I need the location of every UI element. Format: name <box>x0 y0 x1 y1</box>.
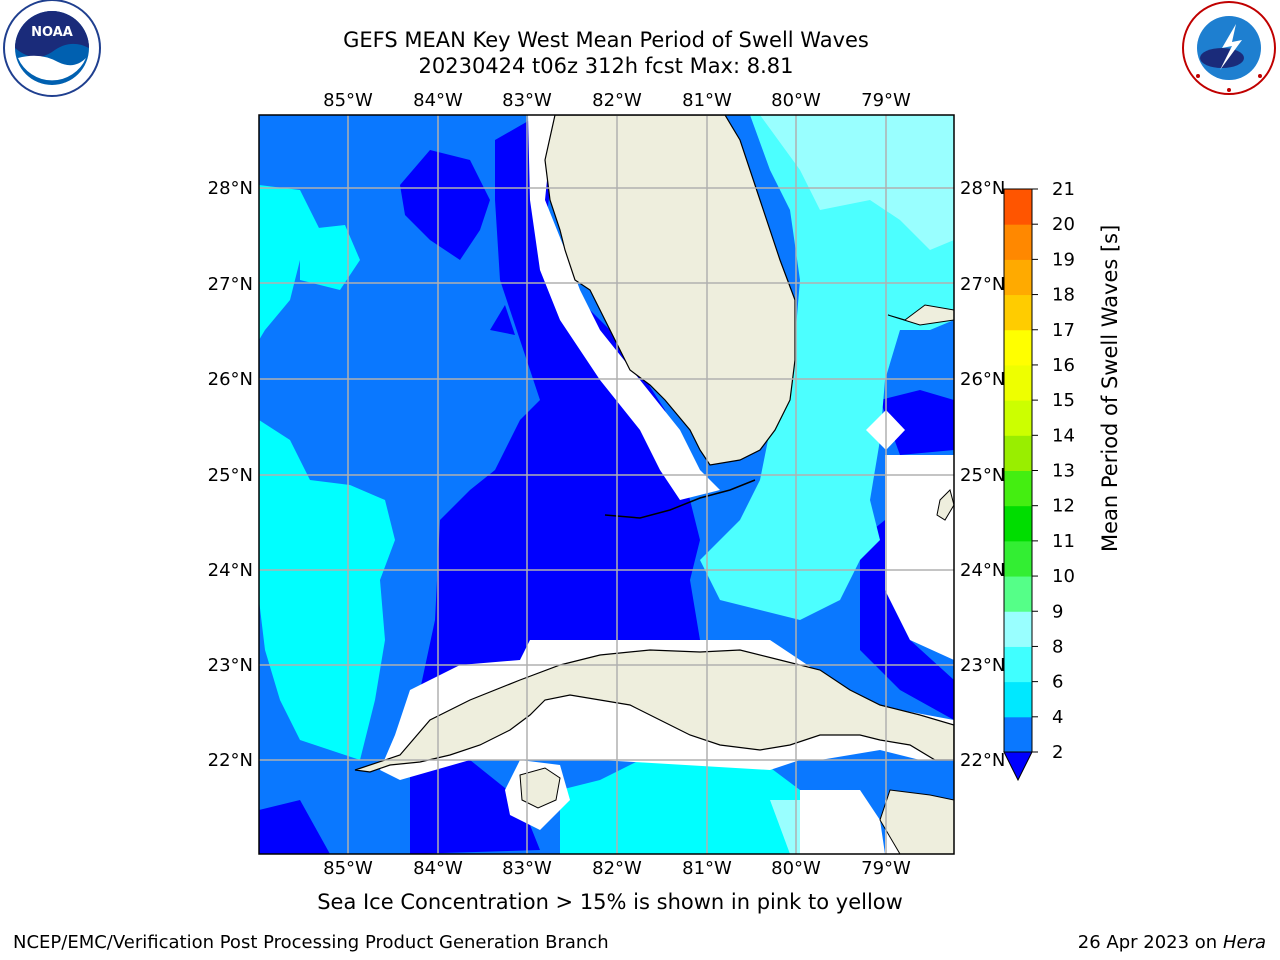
colorbar: 2 4 6 8 9 10 11 12 13 14 15 16 17 18 19 20 21 <box>1003 179 1075 782</box>
colorbar-segment <box>1004 646 1032 683</box>
land-andros <box>936 489 954 521</box>
colorbar-tick-label: 19 <box>1052 249 1075 270</box>
lon-label-bottom: 83°W <box>502 858 552 879</box>
swell-cyan-west <box>259 185 320 340</box>
colorbar-tick-label: 15 <box>1052 390 1075 411</box>
colorbar-tick-label: 13 <box>1052 461 1075 482</box>
lat-label-right: 24°N <box>960 560 1005 581</box>
colorbar-tick-label: 20 <box>1052 214 1075 235</box>
colorbar-segment <box>1004 259 1032 296</box>
swell-cyan-west3 <box>300 225 360 290</box>
swell-lightcyan-top <box>760 115 954 250</box>
colorbar-tick-label: 12 <box>1052 496 1075 517</box>
machine-name: Hera <box>1222 932 1266 953</box>
lat-label-left: 26°N <box>208 369 253 390</box>
colorbar-segment <box>1004 189 1032 225</box>
nodata-east1 <box>885 455 954 660</box>
colorbar-label: Mean Period of Swell Waves [s] <box>1098 224 1122 552</box>
colorbar-segment <box>1004 294 1032 331</box>
lat-label-right: 23°N <box>960 655 1005 676</box>
colorbar-segment <box>1004 505 1032 542</box>
nodata-se <box>800 790 885 854</box>
lon-label-top: 79°W <box>861 90 911 111</box>
colorbar-tick-label: 14 <box>1052 425 1075 446</box>
lon-label-bottom: 85°W <box>323 858 373 879</box>
chart-subtitle: 20230424 t06z 312h fcst Max: 8.81 <box>418 54 794 78</box>
colorbar-segment <box>1004 329 1032 366</box>
colorbar-tick-label: 6 <box>1052 672 1063 693</box>
colorbar-segment <box>1004 716 1032 753</box>
date-stamp: 26 Apr 2023 on Hera <box>1078 932 1266 953</box>
credit-text: NCEP/EMC/Verification Post Processing Pr… <box>13 932 609 953</box>
map-plot-area <box>259 115 954 854</box>
colorbar-tick-label: 17 <box>1052 320 1075 341</box>
colorbar-segment <box>1004 400 1032 436</box>
colorbar-segment <box>1004 576 1032 612</box>
colorbar-tick-label: 21 <box>1052 179 1075 200</box>
chart-title: GEFS MEAN Key West Mean Period of Swell … <box>343 28 869 52</box>
colorbar-segment <box>1004 435 1032 471</box>
lat-label-right: 27°N <box>960 274 1005 295</box>
colorbar-tick-label: 4 <box>1052 707 1063 728</box>
swell-cyan-east <box>700 115 954 620</box>
lon-label-top: 81°W <box>682 90 732 111</box>
lat-label-left: 27°N <box>208 274 253 295</box>
land-florida-keys <box>604 479 756 519</box>
swell-blue-patch <box>490 305 515 335</box>
lon-label-top: 82°W <box>592 90 642 111</box>
land-bahamas <box>887 304 954 326</box>
lat-label-right: 22°N <box>960 750 1005 771</box>
lon-label-bottom: 79°W <box>861 858 911 879</box>
colorbar-tick-label: 10 <box>1052 566 1075 587</box>
lat-label-left: 28°N <box>208 178 253 199</box>
lon-label-top: 84°W <box>413 90 463 111</box>
colorbar-extend-arrow <box>1003 751 1033 782</box>
lat-label-right: 26°N <box>960 369 1005 390</box>
lon-label-bottom: 82°W <box>592 858 642 879</box>
land-hispaniola-edge <box>879 789 954 854</box>
lon-label-top: 85°W <box>323 90 373 111</box>
lon-label-bottom: 80°W <box>771 858 821 879</box>
land-florida <box>544 115 796 466</box>
colorbar-tick-label: 2 <box>1052 742 1063 763</box>
lat-label-right: 25°N <box>960 465 1005 486</box>
date-text: 26 Apr 2023 on <box>1077 932 1223 953</box>
colorbar-segment <box>1004 540 1032 577</box>
colorbar-tick-label: 18 <box>1052 285 1075 306</box>
swell-blue-east2 <box>880 390 954 455</box>
lat-label-right: 28°N <box>960 178 1005 199</box>
nws-logo <box>1182 1 1276 95</box>
colorbar-segment <box>1004 681 1032 718</box>
lat-label-left: 22°N <box>208 750 253 771</box>
lon-label-top: 80°W <box>771 90 821 111</box>
swell-blue-south <box>410 760 540 854</box>
lon-label-bottom: 84°W <box>413 858 463 879</box>
swell-blue-center <box>420 120 700 690</box>
lat-label-left: 23°N <box>208 655 253 676</box>
noaa-logo: NOAA <box>3 0 101 97</box>
lon-label-top: 83°W <box>502 90 552 111</box>
land-isle-of-youth <box>519 767 561 809</box>
colorbar-segment <box>1004 224 1032 260</box>
swell-blue-sw <box>259 800 330 854</box>
colorbar-segment <box>1004 364 1032 401</box>
swell-blue-north <box>400 150 490 260</box>
colorbar-tick-label: 11 <box>1052 531 1075 552</box>
noaa-logo-text: NOAA <box>31 25 73 40</box>
map-grid <box>259 115 954 854</box>
colorbar-tick-label: 16 <box>1052 355 1075 376</box>
lat-label-left: 24°N <box>208 560 253 581</box>
lon-label-bottom: 81°W <box>682 858 732 879</box>
colorbar-segment <box>1004 611 1032 647</box>
sea-ice-note: Sea Ice Concentration > 15% is shown in … <box>317 890 903 914</box>
colorbar-segment <box>1004 470 1032 507</box>
lat-label-left: 25°N <box>208 465 253 486</box>
map-frame <box>258 114 955 855</box>
swell-cyan-west2 <box>259 420 395 760</box>
axis-labels: 85°W 84°W 83°W 82°W 81°W 80°W 79°W 85°W … <box>208 90 1006 879</box>
colorbar-tick-label: 9 <box>1052 601 1063 622</box>
colorbar-tick-label: 8 <box>1052 636 1063 657</box>
